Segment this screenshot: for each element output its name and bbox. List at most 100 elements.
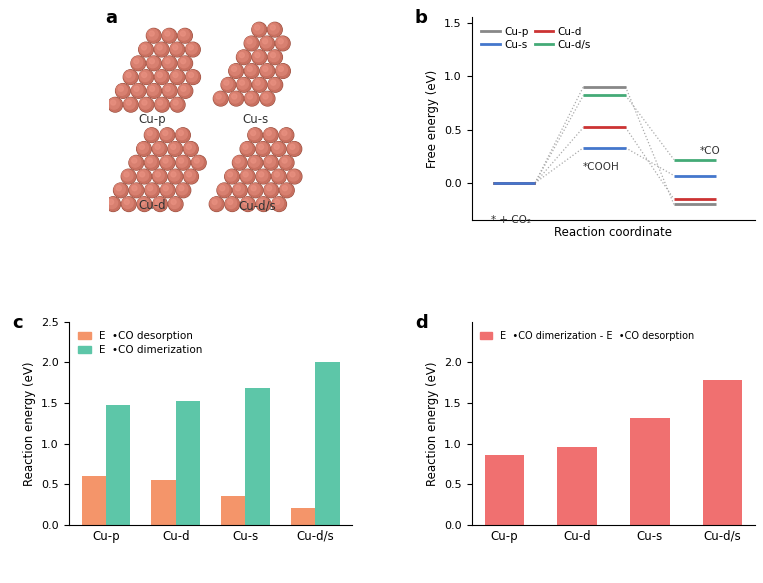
Circle shape [246, 92, 256, 103]
Circle shape [176, 156, 188, 167]
Circle shape [165, 31, 170, 36]
Circle shape [168, 142, 182, 156]
Circle shape [262, 66, 268, 71]
Circle shape [255, 25, 259, 30]
Circle shape [264, 156, 278, 170]
Circle shape [153, 198, 167, 211]
Circle shape [157, 45, 163, 50]
Circle shape [260, 37, 274, 50]
Circle shape [185, 170, 195, 181]
Circle shape [161, 156, 172, 167]
Bar [703, 380, 742, 525]
Circle shape [217, 184, 231, 197]
Circle shape [163, 57, 176, 70]
Circle shape [262, 38, 268, 44]
Circle shape [266, 131, 272, 135]
Circle shape [216, 94, 221, 99]
Circle shape [241, 170, 254, 183]
Circle shape [171, 43, 184, 57]
Circle shape [282, 185, 288, 191]
Text: c: c [12, 314, 23, 332]
Circle shape [221, 78, 236, 92]
Circle shape [169, 198, 182, 211]
Circle shape [147, 29, 160, 43]
Circle shape [139, 97, 153, 112]
Circle shape [231, 66, 237, 71]
Circle shape [272, 198, 286, 211]
Circle shape [256, 170, 270, 183]
Circle shape [279, 156, 294, 170]
Circle shape [161, 184, 172, 195]
Circle shape [108, 98, 122, 111]
Circle shape [243, 144, 248, 149]
Circle shape [111, 100, 116, 105]
Circle shape [252, 22, 266, 37]
Circle shape [137, 170, 151, 183]
Circle shape [280, 184, 294, 197]
Text: a: a [105, 9, 117, 27]
Circle shape [279, 128, 294, 142]
Circle shape [147, 57, 159, 68]
Circle shape [233, 156, 246, 170]
Circle shape [108, 98, 120, 109]
Text: Cu-d: Cu-d [138, 199, 166, 212]
Circle shape [255, 80, 260, 85]
Circle shape [114, 184, 125, 195]
Circle shape [114, 184, 127, 197]
Text: Cu-d/s: Cu-d/s [238, 199, 276, 212]
Circle shape [261, 64, 274, 78]
Circle shape [173, 72, 178, 78]
Circle shape [244, 36, 259, 51]
Circle shape [272, 197, 286, 212]
Circle shape [132, 158, 137, 163]
Circle shape [129, 183, 143, 198]
Circle shape [272, 198, 284, 209]
Circle shape [139, 70, 153, 85]
Circle shape [260, 92, 275, 106]
Circle shape [230, 65, 240, 75]
Circle shape [245, 92, 259, 106]
Circle shape [126, 72, 131, 78]
Circle shape [186, 71, 198, 82]
Circle shape [270, 25, 275, 30]
Circle shape [194, 158, 199, 163]
Circle shape [140, 43, 150, 54]
Circle shape [153, 169, 167, 184]
Circle shape [245, 37, 258, 50]
Circle shape [176, 128, 190, 142]
Bar [291, 508, 315, 525]
Circle shape [288, 170, 299, 181]
Circle shape [179, 158, 184, 163]
Circle shape [275, 36, 290, 51]
Circle shape [179, 29, 192, 43]
Circle shape [278, 66, 284, 71]
Circle shape [186, 144, 192, 149]
Circle shape [137, 170, 149, 181]
Circle shape [165, 86, 170, 92]
Circle shape [160, 156, 175, 170]
Text: *COOH: *COOH [583, 161, 620, 171]
Circle shape [155, 71, 169, 84]
Circle shape [163, 185, 169, 191]
Circle shape [171, 43, 182, 54]
Circle shape [155, 144, 160, 149]
Circle shape [122, 170, 133, 181]
Circle shape [259, 172, 264, 177]
Circle shape [132, 185, 137, 191]
Text: b: b [415, 9, 428, 27]
Circle shape [241, 198, 255, 211]
Circle shape [161, 128, 174, 142]
Circle shape [233, 184, 246, 197]
Circle shape [253, 51, 264, 62]
Circle shape [264, 156, 278, 170]
Circle shape [272, 142, 285, 156]
Circle shape [280, 156, 293, 170]
Bar [221, 496, 246, 525]
Bar [151, 480, 175, 525]
Circle shape [169, 170, 182, 183]
Circle shape [256, 169, 271, 184]
Circle shape [179, 84, 192, 98]
Circle shape [163, 131, 168, 135]
Y-axis label: Free energy (eV): Free energy (eV) [426, 70, 439, 168]
Circle shape [276, 37, 289, 50]
